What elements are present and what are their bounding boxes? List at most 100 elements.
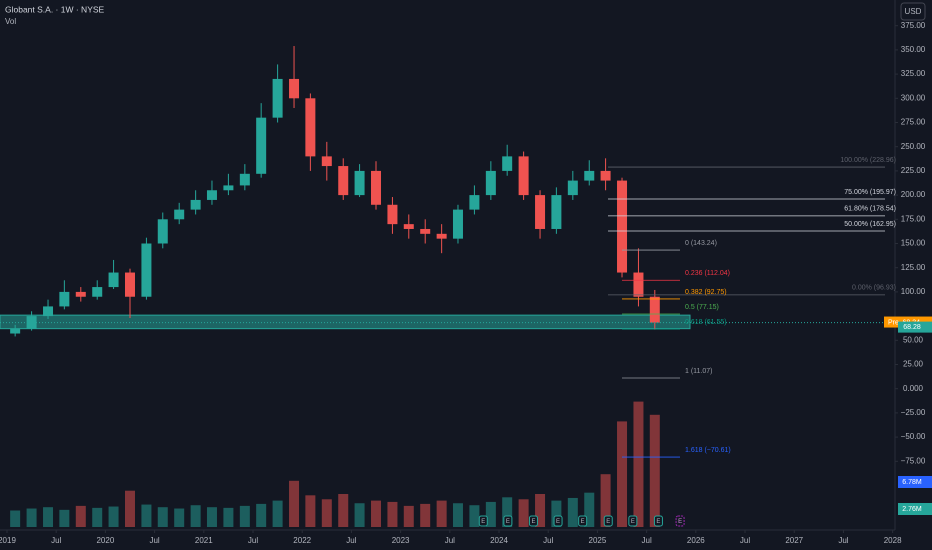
earnings-marker [603,515,613,527]
volume-bar [338,494,349,527]
volume-bar [239,505,250,527]
earnings-label: E [606,519,610,525]
candle-body [649,296,660,323]
volume-bar [272,500,283,527]
candle-body [124,272,135,297]
fib-label: 1 (11.07) [685,368,713,375]
candle-body [289,78,300,99]
earnings-marker [503,515,513,527]
volume-bar [174,508,185,527]
earnings-label: E [581,519,585,525]
earnings-marker [653,515,663,527]
earnings-label: E [656,519,660,525]
volume-badge [898,503,932,515]
volume-bar [190,505,201,527]
earnings-label: E [678,519,682,525]
volume-bar [124,490,135,527]
candle-body [354,170,365,196]
x-tick-label: 2027 [785,536,803,545]
candle-body [617,180,628,273]
y-tick-label: 275.00 [901,118,926,127]
volume-bar [354,503,365,527]
fib-label: 100.00% (228.96) [840,157,896,164]
fib-label: 61.80% (178.54) [844,206,896,213]
candle-body [141,243,152,297]
x-tick-label: 2019 [0,536,16,545]
earnings-label: E [506,519,510,525]
y-tick-label: −50.00 [901,432,926,441]
currency-box[interactable] [900,2,926,21]
y-tick-label: −25.00 [901,408,926,417]
y-tick-label: 50.00 [903,335,924,344]
y-tick-label: 125.00 [901,263,926,272]
volume-bar [617,421,628,527]
candle-body [371,170,382,205]
volume-bar [452,503,463,527]
volume-bar [108,506,119,527]
volume-bar [256,503,267,527]
volume-bar [223,507,234,527]
earnings-label: E [556,519,560,525]
x-tick-label: Jul [445,536,455,545]
volume-bar [43,507,54,527]
candle-body [535,195,546,229]
earnings-label: E [531,519,535,525]
candle-body [59,291,70,307]
volume-bar [305,495,316,527]
volume-bar [75,505,86,527]
earnings-label: E [481,519,485,525]
x-tick-label: 2025 [589,536,607,545]
earnings-marker [528,515,538,527]
candle-body [190,199,201,210]
volume-bar [633,401,644,527]
candle-body [272,78,283,118]
y-tick-label: 175.00 [901,214,926,223]
x-tick-label: 2020 [96,536,114,545]
y-tick-label: 300.00 [901,93,926,102]
y-tick-label: 350.00 [901,45,926,54]
volume-bar [10,510,21,527]
volume-bar [502,497,513,527]
candle-body [92,287,103,297]
earnings-marker [478,515,488,527]
volume-bar [403,505,414,527]
candle-body [256,117,267,174]
x-tick-label: Jul [543,536,553,545]
volume-bar [649,414,660,527]
fib-label: 50.00% (162.95) [844,221,896,228]
candle-body [10,328,21,334]
volume-badge [898,476,932,488]
earnings-marker [628,515,638,527]
fib-label: 0 (143.24) [685,240,717,247]
volume-bar [59,509,70,527]
earnings-marker [578,515,588,527]
volume-bar [584,492,595,527]
candle-body [305,98,316,157]
x-tick-label: 2022 [293,536,311,545]
candle-body [502,156,513,171]
y-tick-label: 225.00 [901,166,926,175]
volume-bar [289,480,300,527]
candle-body [157,219,168,244]
y-tick-label: −75.00 [901,456,926,465]
y-tick-label: 200.00 [901,190,926,199]
candle-body [551,195,562,229]
fib-label: 75.00% (195.97) [844,189,896,196]
x-tick-label: Jul [838,536,848,545]
volume-bar [551,500,562,527]
volume-bar [600,474,611,527]
volume-bar [157,507,168,527]
y-tick-label: 0.000 [903,384,924,393]
y-tick-label: 250.00 [901,142,926,151]
x-tick-label: 2023 [392,536,410,545]
fib-label: 0.382 (92.75) [685,289,727,296]
x-tick-label: 2028 [884,536,902,545]
candle-body [600,170,611,181]
candle-body [567,180,578,196]
earnings-marker [553,515,563,527]
currency[interactable]: USD [905,7,922,16]
chart-title: Globant S.A. · 1W · NYSE [5,4,105,14]
last-price-label: 68.28 [903,324,921,331]
volume-bar [469,505,480,527]
